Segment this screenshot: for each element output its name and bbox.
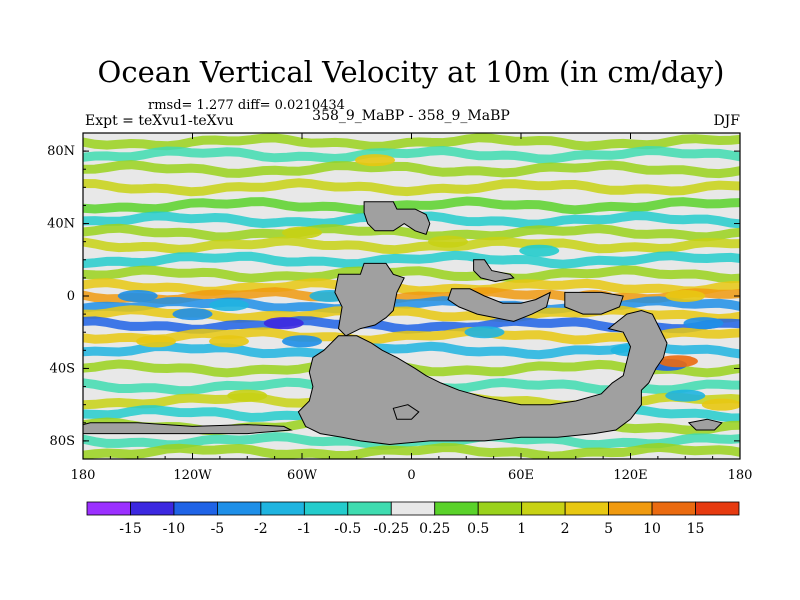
x-axis: 180 120W 60W 0 60E 120E 180 xyxy=(71,133,753,483)
anomaly-patch xyxy=(136,335,176,348)
y-axis: 80N 40N 0 40S 80S xyxy=(47,132,740,460)
colorbar-label: -0.25 xyxy=(373,521,409,537)
x-tick-label: 120W xyxy=(173,468,212,483)
colorbar-label: 5 xyxy=(604,521,613,537)
season-label: DJF xyxy=(713,113,740,129)
x-tick-label: 180 xyxy=(71,468,96,483)
ocean-band xyxy=(83,133,740,151)
colorbar-label: -15 xyxy=(119,521,142,537)
y-tick-label: 80S xyxy=(50,434,75,449)
y-tick-label: 80N xyxy=(47,144,75,159)
stats-label: rmsd= 1.277 diff= 0.0210434 xyxy=(148,98,345,113)
anomaly-patch xyxy=(117,290,158,302)
colorbar-box xyxy=(608,501,653,516)
ocean-band xyxy=(83,236,740,255)
colorbar-box xyxy=(390,501,436,516)
anomaly-patch xyxy=(209,335,249,348)
anomaly-patch xyxy=(282,335,322,348)
colorbar-label: 15 xyxy=(687,521,705,537)
anomaly-patch xyxy=(665,389,706,402)
colorbar-label: -1 xyxy=(298,521,312,537)
colorbar: -15 -10 -5 -2 -1 -0.5 -0.25 0.25 0.5 1 2 5 10 15 xyxy=(86,501,740,537)
anomaly-patch xyxy=(227,389,268,402)
colorbar-box xyxy=(173,501,218,516)
ocean-band xyxy=(83,178,740,197)
ocean-band xyxy=(83,196,740,215)
y-tick-label: 40N xyxy=(47,217,75,232)
experiment-label: Expt = teXvu1-teXvu xyxy=(85,113,234,129)
colorbar-box xyxy=(651,501,696,516)
colorbar-label: 0.25 xyxy=(419,521,450,537)
land-southwest-islet xyxy=(392,404,420,420)
colorbar-label: 1 xyxy=(517,521,526,537)
land-east-island xyxy=(473,259,515,283)
ocean-band xyxy=(83,278,740,296)
anomaly-patch xyxy=(701,398,740,411)
land-west-strip xyxy=(83,422,293,435)
ocean-band xyxy=(83,145,740,164)
ocean-band xyxy=(83,223,740,242)
y-tick-label: 0 xyxy=(67,289,75,304)
x-tick-label: 120E xyxy=(613,468,647,483)
colorbar-box xyxy=(303,501,349,516)
anomaly-patch xyxy=(172,308,213,321)
anomaly-patch xyxy=(263,317,304,330)
land-east-strip xyxy=(564,291,624,315)
x-tick-label: 60E xyxy=(508,468,534,483)
anomaly-patch xyxy=(355,154,395,167)
colorbar-label: -5 xyxy=(211,521,225,537)
colorbar-box xyxy=(260,501,305,516)
chart-title: Ocean Vertical Velocity at 10m (in cm/da… xyxy=(98,55,725,89)
land-southeast-islet xyxy=(687,418,723,431)
anomaly-patch xyxy=(282,226,322,239)
anomaly-patch xyxy=(209,299,249,312)
x-tick-label: 0 xyxy=(407,468,415,483)
anomaly-patch xyxy=(657,355,698,368)
colorbar-box xyxy=(130,501,175,516)
anomaly-patch xyxy=(428,235,468,248)
colorbar-label: -2 xyxy=(254,521,268,537)
ocean-band xyxy=(83,296,740,315)
anomaly-patch xyxy=(665,290,706,302)
ocean-band xyxy=(83,265,740,284)
map-area xyxy=(83,133,740,459)
colorbar-label: 2 xyxy=(561,521,570,537)
ocean-band xyxy=(83,160,740,179)
land-southern-continent xyxy=(297,309,668,446)
colorbar-box xyxy=(216,501,262,516)
land-central-landmass xyxy=(334,262,405,337)
colorbar-box xyxy=(521,501,566,516)
land-mid-east-block xyxy=(447,288,551,322)
anomaly-patch xyxy=(683,317,724,330)
colorbar-label: -10 xyxy=(163,521,186,537)
x-tick-label: 60W xyxy=(287,468,318,483)
anomaly-patch xyxy=(464,326,505,339)
colorbar-box xyxy=(564,501,610,516)
land-north-island xyxy=(363,201,431,236)
colorbar-box xyxy=(347,501,392,516)
colorbar-box xyxy=(434,501,479,516)
colorbar-box xyxy=(695,501,740,516)
anomaly-patch xyxy=(519,244,560,257)
ocean-band xyxy=(83,250,740,269)
colorbar-label: -0.5 xyxy=(334,521,361,537)
y-tick-label: 40S xyxy=(50,361,75,376)
ocean-band xyxy=(83,287,740,305)
colorbar-label: 10 xyxy=(643,521,661,537)
colorbar-box xyxy=(86,501,131,516)
ocean-band xyxy=(83,442,740,459)
colorbar-box xyxy=(477,501,523,516)
colorbar-label: 0.5 xyxy=(467,521,489,537)
case-label: 358_9_MaBP - 358_9_MaBP xyxy=(312,108,510,124)
x-tick-label: 180 xyxy=(728,468,753,483)
